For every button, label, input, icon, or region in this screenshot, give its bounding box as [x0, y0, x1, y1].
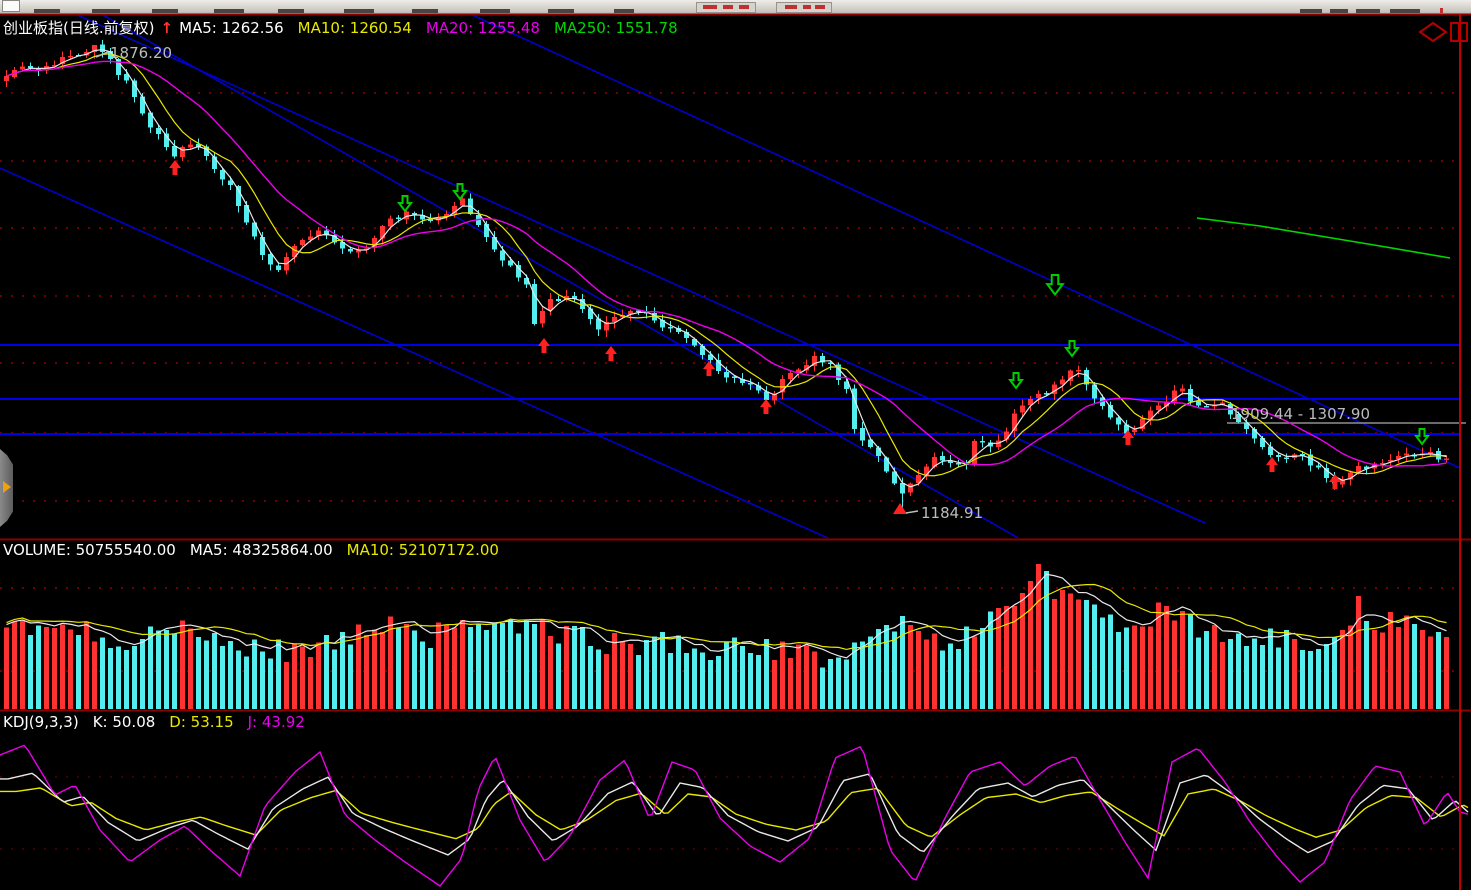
menubar-cropped[interactable]	[0, 0, 1471, 15]
volume-ma5-label: MA5: 48325864.00	[189, 541, 333, 559]
menu-item-sliver	[480, 9, 510, 13]
menu-item-sliver	[614, 9, 634, 13]
menu-item-sliver	[548, 9, 574, 13]
flyout-arrow-icon[interactable]	[3, 481, 11, 493]
kdj-d-label: D: 53.15	[169, 713, 234, 731]
corner-icons	[1418, 21, 1468, 43]
ma5-label: MA5: 1262.56	[179, 19, 284, 37]
menu-item-sliver	[92, 9, 120, 13]
menu-item-sliver	[214, 9, 244, 13]
menu-item-sliver	[344, 9, 374, 13]
menu-item-sliver	[152, 9, 178, 13]
menu-item-sliver	[1300, 9, 1322, 13]
quote-button-sliver[interactable]	[696, 2, 756, 13]
kdj-params-label: KDJ(9,3,3)	[3, 713, 79, 731]
period-low-label: 1184.91	[921, 504, 984, 522]
price-range-label: 1909.44 - 1307.90	[1231, 405, 1371, 423]
ma250-label: MA250: 1551.78	[553, 19, 678, 37]
menu-red-tick	[1440, 8, 1443, 13]
volume-ma10-label: MA10: 52107172.00	[346, 541, 499, 559]
volume-header: VOLUME: 50755540.00 MA5: 48325864.00 MA10:…	[3, 541, 513, 559]
trend-up-arrow-icon: ↑	[160, 19, 174, 37]
menu-item-sliver	[412, 9, 438, 13]
quote-button-sliver[interactable]	[776, 2, 832, 13]
menu-item-sliver	[1356, 9, 1380, 13]
period-high-label: 1876.20	[110, 44, 173, 62]
menu-item-sliver	[34, 9, 60, 13]
instrument-title: 创业板指(日线.前复权)	[3, 19, 155, 37]
kdj-j-label: J: 43.92	[247, 713, 305, 731]
ma10-label: MA10: 1260.54	[297, 19, 412, 37]
menu-item-sliver	[1390, 9, 1420, 13]
main-chart-header: 创业板指(日线.前复权) ↑ MA5: 1262.56 MA10: 1260.54 MA…	[3, 19, 692, 37]
menu-item-sliver	[278, 9, 304, 13]
kdj-header: KDJ(9,3,3) K: 50.08 D: 53.15 J: 43.92	[3, 713, 319, 731]
app-window-icon[interactable]	[2, 0, 20, 12]
kdj-k-label: K: 50.08	[92, 713, 156, 731]
menu-item-sliver	[1330, 9, 1348, 13]
diamond-icon	[1418, 21, 1448, 43]
ma20-label: MA20: 1255.48	[425, 19, 540, 37]
volume-label: VOLUME: 50755540.00	[3, 541, 176, 559]
